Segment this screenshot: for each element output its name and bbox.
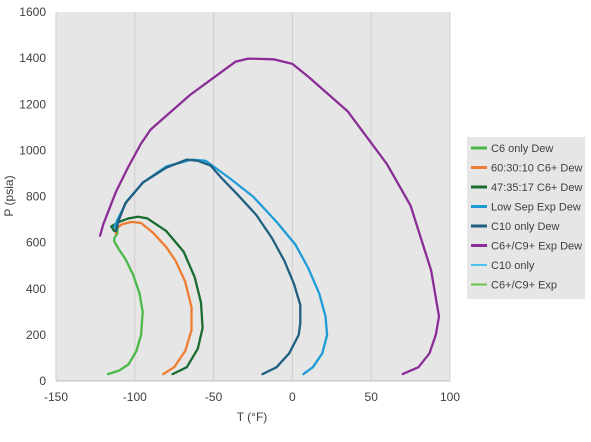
grid-lines bbox=[55, 12, 451, 382]
x-tick-label: 50 bbox=[365, 390, 379, 404]
series-lines bbox=[98, 57, 441, 376]
legend-label: 60:30:10 C6+ Dew bbox=[491, 163, 582, 175]
x-axis-label: T (°F) bbox=[237, 410, 268, 424]
legend-label: C6+/C9+ Exp Dew bbox=[491, 241, 582, 253]
y-tick-label: 0 bbox=[39, 374, 46, 388]
series-line bbox=[98, 57, 441, 376]
legend-label: C6 only Dew bbox=[491, 143, 553, 155]
legend-label: 47:35:17 C6+ Dew bbox=[491, 182, 582, 194]
y-tick-label: 1400 bbox=[19, 51, 46, 65]
x-tick-label: 100 bbox=[440, 390, 460, 404]
y-tick-label: 1600 bbox=[19, 5, 46, 19]
series-line bbox=[114, 220, 193, 376]
x-tick-labels: -150 -100 -50 0 50 100 bbox=[44, 390, 460, 404]
x-tick-label: -50 bbox=[205, 390, 223, 404]
y-tick-label: 1000 bbox=[19, 143, 46, 157]
legend-label: C10 only Dew bbox=[491, 221, 560, 233]
y-tick-label: 1200 bbox=[19, 97, 46, 111]
series-line bbox=[110, 215, 204, 376]
y-axis-label: P (psia) bbox=[2, 175, 16, 216]
legend-label: C10 only bbox=[491, 260, 535, 272]
legend-box bbox=[467, 137, 585, 299]
y-tick-label: 400 bbox=[26, 282, 46, 296]
y-tick-labels: 0 200 400 600 800 1000 1200 1400 1600 bbox=[19, 5, 46, 388]
series-line bbox=[106, 225, 144, 376]
x-tick-label: 0 bbox=[289, 390, 296, 404]
y-tick-label: 800 bbox=[26, 190, 46, 204]
y-tick-label: 600 bbox=[26, 236, 46, 250]
legend-label: C6+/C9+ Exp bbox=[491, 280, 557, 292]
y-tick-label: 200 bbox=[26, 328, 46, 342]
legend-label: Low Sep Exp Dew bbox=[491, 202, 581, 214]
x-tick-label: -100 bbox=[123, 390, 147, 404]
x-tick-label: -150 bbox=[44, 390, 68, 404]
series-line bbox=[114, 158, 302, 376]
legend: C6 only Dew 60:30:10 C6+ Dew 47:35:17 C6+ … bbox=[471, 143, 582, 292]
